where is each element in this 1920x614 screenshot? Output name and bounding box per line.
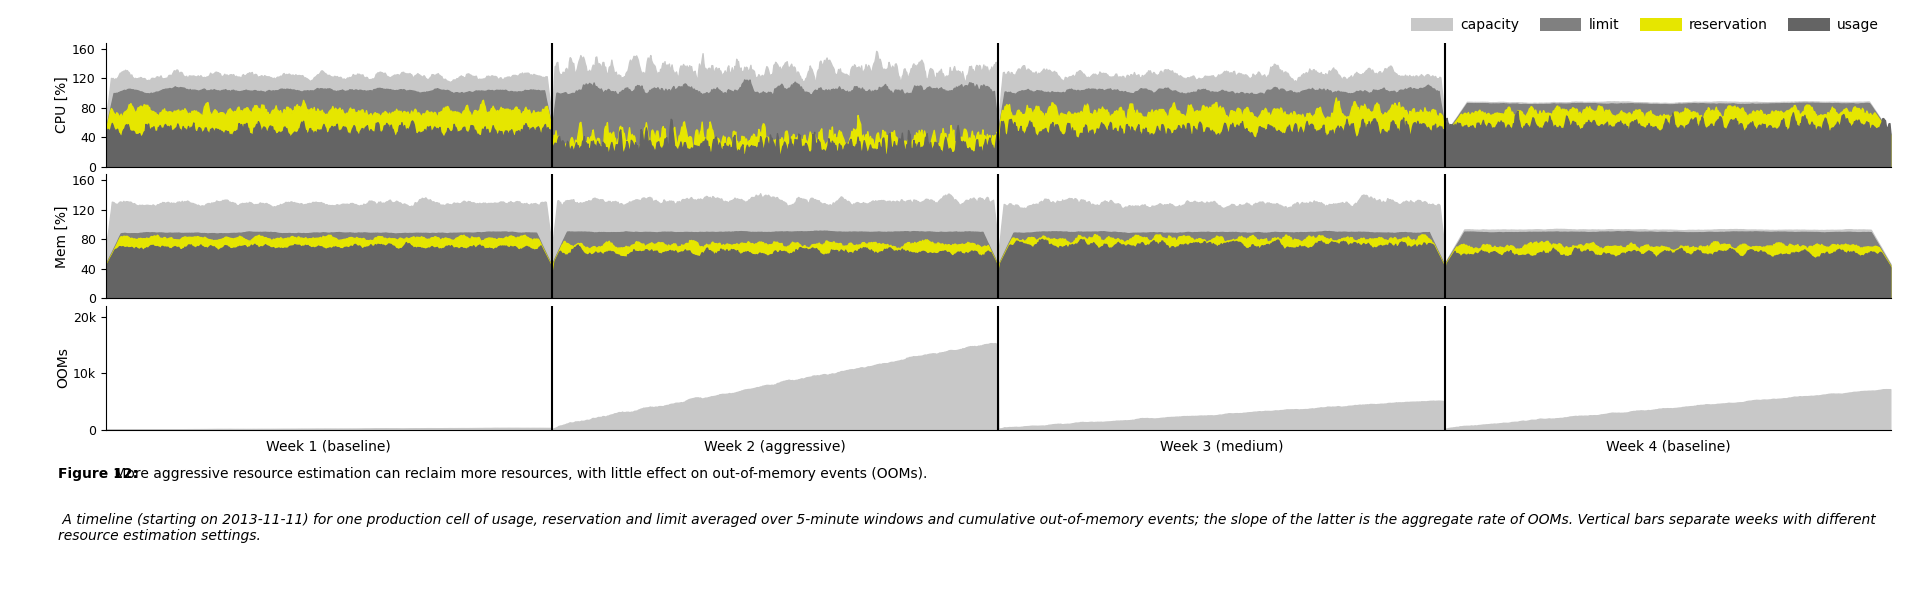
- Text: A timeline (starting on 2013-11-11) for one production cell of usage, reservatio: A timeline (starting on 2013-11-11) for …: [58, 513, 1876, 543]
- Text: Figure 12:: Figure 12:: [58, 467, 138, 481]
- Legend: capacity, limit, reservation, usage: capacity, limit, reservation, usage: [1405, 13, 1884, 38]
- Y-axis label: CPU [%]: CPU [%]: [56, 77, 69, 133]
- Text: More aggressive resource estimation can reclaim more resources, with little effe: More aggressive resource estimation can …: [109, 467, 927, 481]
- Y-axis label: Mem [%]: Mem [%]: [56, 205, 69, 268]
- Y-axis label: OOMs: OOMs: [56, 348, 69, 388]
